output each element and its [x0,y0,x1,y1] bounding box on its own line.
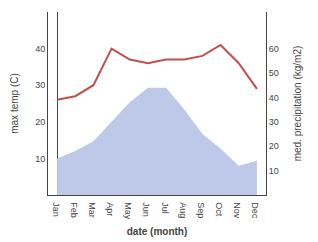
svg-text:Sep: Sep [196,202,206,218]
svg-text:40: 40 [35,44,45,54]
svg-text:Jun: Jun [141,202,151,217]
svg-text:10: 10 [35,154,45,164]
svg-text:Jul: Jul [160,202,170,214]
svg-text:Feb: Feb [69,202,79,218]
svg-text:10: 10 [269,166,279,176]
svg-text:30: 30 [269,117,279,127]
svg-text:20: 20 [269,141,279,151]
svg-text:Oct: Oct [214,202,224,217]
svg-text:Jan: Jan [51,202,61,217]
svg-text:Apr: Apr [105,202,115,216]
svg-text:May: May [123,202,133,220]
svg-text:Aug: Aug [178,202,188,218]
svg-text:20: 20 [35,117,45,127]
svg-text:30: 30 [35,80,45,90]
svg-text:date (month): date (month) [127,226,188,237]
svg-text:Dec: Dec [250,202,260,219]
svg-text:Mar: Mar [87,202,97,218]
svg-text:50: 50 [269,68,279,78]
svg-text:max temp (C): max temp (C) [9,73,20,134]
svg-text:40: 40 [269,93,279,103]
svg-text:60: 60 [269,44,279,54]
svg-text:med. precipitation (kg/m2): med. precipitation (kg/m2) [292,46,303,162]
svg-text:Nov: Nov [232,202,242,219]
